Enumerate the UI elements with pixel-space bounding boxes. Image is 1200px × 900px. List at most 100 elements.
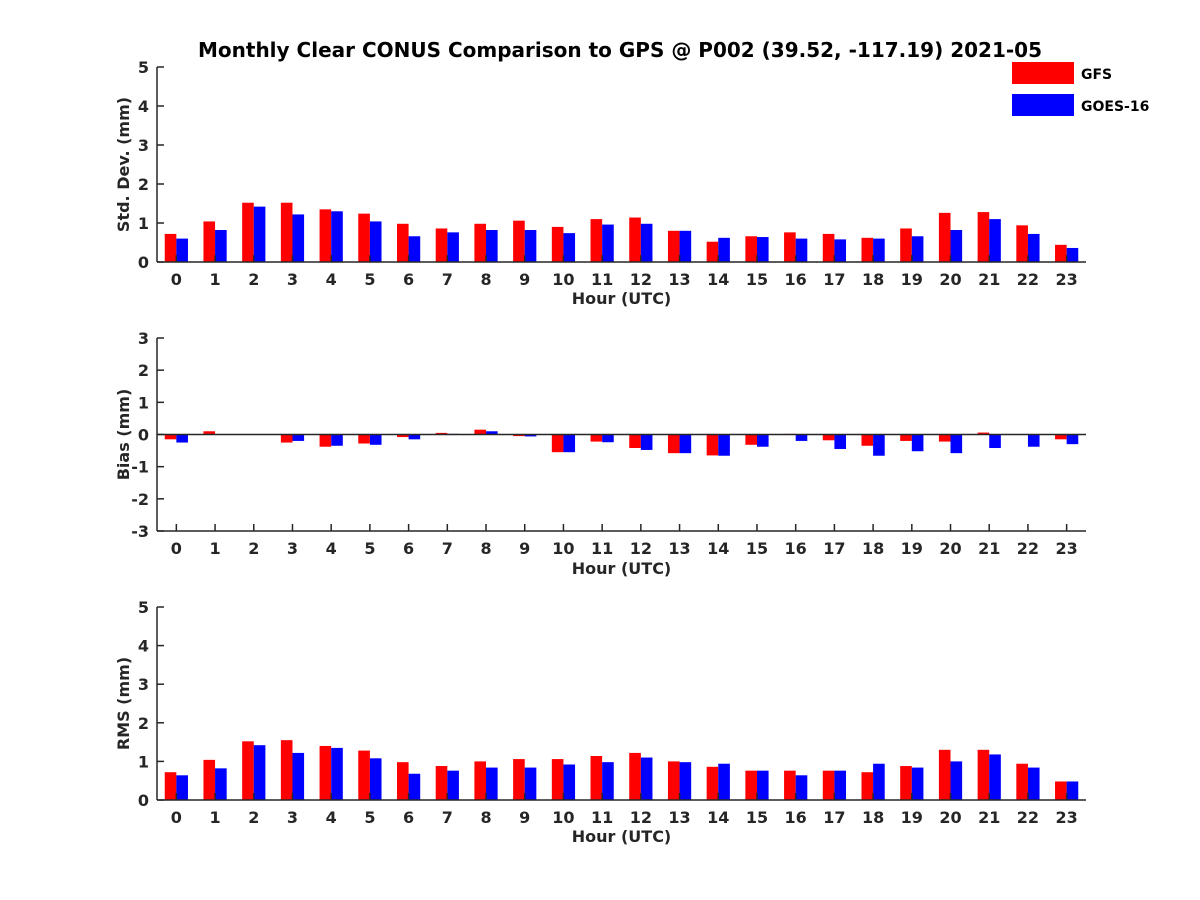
ylabel-rms: RMS (mm) xyxy=(114,657,133,750)
x-tick-label: 16 xyxy=(785,270,807,289)
x-tick-label: 11 xyxy=(591,539,613,558)
x-tick-label: 18 xyxy=(862,539,884,558)
bar-gfs-hour-4 xyxy=(319,434,332,447)
x-tick-label: 9 xyxy=(519,808,530,827)
x-tick-label: 15 xyxy=(746,808,768,827)
bar-gfs-hour-5 xyxy=(358,213,370,262)
x-tick-label: 4 xyxy=(326,539,337,558)
bar-goes16-hour-6 xyxy=(408,236,421,262)
y-tick-label: 2 xyxy=(138,175,149,194)
x-tick-label: 8 xyxy=(480,808,491,827)
bar-gfs-hour-3 xyxy=(280,202,293,262)
x-tick-label: 0 xyxy=(171,270,182,289)
y-tick-label: -2 xyxy=(131,490,149,509)
bar-goes16-hour-11 xyxy=(602,762,614,800)
bar-goes16-hour-13 xyxy=(679,762,692,800)
bar-goes16-hour-0 xyxy=(176,238,188,262)
bar-gfs-hour-14 xyxy=(706,766,719,800)
bar-goes16-hour-4 xyxy=(331,747,343,800)
bar-goes16-hour-6 xyxy=(408,773,421,800)
bars-rms xyxy=(164,740,1079,800)
x-tick-label: 0 xyxy=(171,539,182,558)
x-tick-label: 12 xyxy=(630,270,652,289)
bar-gfs-hour-11 xyxy=(590,756,603,800)
bar-goes16-hour-9 xyxy=(524,434,537,437)
bar-goes16-hour-3 xyxy=(292,214,305,262)
bar-gfs-hour-9 xyxy=(513,759,525,800)
bar-goes16-hour-21 xyxy=(989,219,1001,262)
bar-gfs-hour-0 xyxy=(164,434,177,440)
x-axis-label: Hour (UTC) xyxy=(572,559,672,578)
bar-gfs-hour-15 xyxy=(745,236,757,262)
x-tick-label: 12 xyxy=(630,808,652,827)
x-tick-label: 5 xyxy=(364,539,375,558)
y-tick-label: 0 xyxy=(138,426,149,445)
bar-gfs-hour-11 xyxy=(590,219,603,262)
bar-gfs-hour-13 xyxy=(667,434,680,454)
bar-goes16-hour-4 xyxy=(331,434,343,446)
bar-goes16-hour-11 xyxy=(602,224,614,262)
bar-goes16-hour-8 xyxy=(486,767,498,800)
bar-gfs-hour-11 xyxy=(590,434,603,442)
bar-goes16-hour-20 xyxy=(950,230,963,262)
bar-gfs-hour-5 xyxy=(358,434,370,444)
bar-gfs-hour-13 xyxy=(667,230,680,262)
x-tick-label: 6 xyxy=(403,808,414,827)
bar-gfs-hour-8 xyxy=(474,429,487,435)
bar-goes16-hour-20 xyxy=(950,434,963,454)
bar-gfs-hour-0 xyxy=(164,233,177,262)
bars-bias xyxy=(164,429,1079,456)
ylabel-bias: Bias (mm) xyxy=(114,389,133,481)
y-axis-label: Bias (mm) xyxy=(114,389,133,481)
y-tick-label: 0 xyxy=(138,791,149,810)
bar-goes16-hour-8 xyxy=(486,230,498,262)
x-tick-label: 23 xyxy=(1056,808,1078,827)
y-axis-label: RMS (mm) xyxy=(114,657,133,750)
bar-gfs-hour-19 xyxy=(900,228,912,262)
bar-gfs-hour-1 xyxy=(203,221,216,262)
bar-goes16-hour-12 xyxy=(640,434,653,450)
bar-gfs-hour-1 xyxy=(203,431,216,435)
x-axis-label: Hour (UTC) xyxy=(572,827,672,846)
y-tick-label: 5 xyxy=(138,58,149,77)
x-tick-label: 9 xyxy=(519,539,530,558)
bar-gfs-hour-8 xyxy=(474,223,487,262)
bar-gfs-hour-22 xyxy=(1016,225,1028,262)
y-tick-label: 3 xyxy=(138,675,149,694)
bar-goes16-hour-16 xyxy=(795,434,808,441)
y-tick-label: 3 xyxy=(138,329,149,348)
x-tick-label: 20 xyxy=(939,539,961,558)
bar-goes16-hour-10 xyxy=(563,764,576,800)
x-tick-label: 0 xyxy=(171,808,182,827)
bar-goes16-hour-23 xyxy=(1066,434,1079,445)
bar-goes16-hour-13 xyxy=(679,434,692,454)
x-tick-label: 2 xyxy=(248,539,259,558)
bar-gfs-hour-2 xyxy=(242,202,254,262)
bar-goes16-hour-5 xyxy=(369,758,382,800)
y-tick-label: 4 xyxy=(138,637,149,656)
y-tick-label: 2 xyxy=(138,714,149,733)
bar-goes16-hour-7 xyxy=(447,232,459,262)
x-tick-label: 14 xyxy=(707,270,729,289)
x-tick-label: 22 xyxy=(1017,270,1039,289)
bar-gfs-hour-20 xyxy=(938,749,951,800)
bar-gfs-hour-8 xyxy=(474,761,487,800)
x-tick-label: 3 xyxy=(287,270,298,289)
bar-gfs-hour-12 xyxy=(629,434,641,449)
x-tick-label: 17 xyxy=(823,808,845,827)
bar-goes16-hour-20 xyxy=(950,761,963,800)
x-tick-label: 20 xyxy=(939,270,961,289)
y-tick-label: 4 xyxy=(138,97,149,116)
bar-goes16-hour-15 xyxy=(756,770,769,800)
x-tick-label: 1 xyxy=(209,808,220,827)
bar-goes16-hour-9 xyxy=(524,767,537,800)
bar-gfs-hour-23 xyxy=(1055,781,1067,800)
bar-gfs-hour-6 xyxy=(396,762,409,800)
x-tick-label: 21 xyxy=(978,808,1000,827)
bar-gfs-hour-14 xyxy=(706,241,719,262)
x-tick-label: 14 xyxy=(707,808,729,827)
bar-goes16-hour-5 xyxy=(369,434,382,445)
x-tick-label: 10 xyxy=(552,539,574,558)
